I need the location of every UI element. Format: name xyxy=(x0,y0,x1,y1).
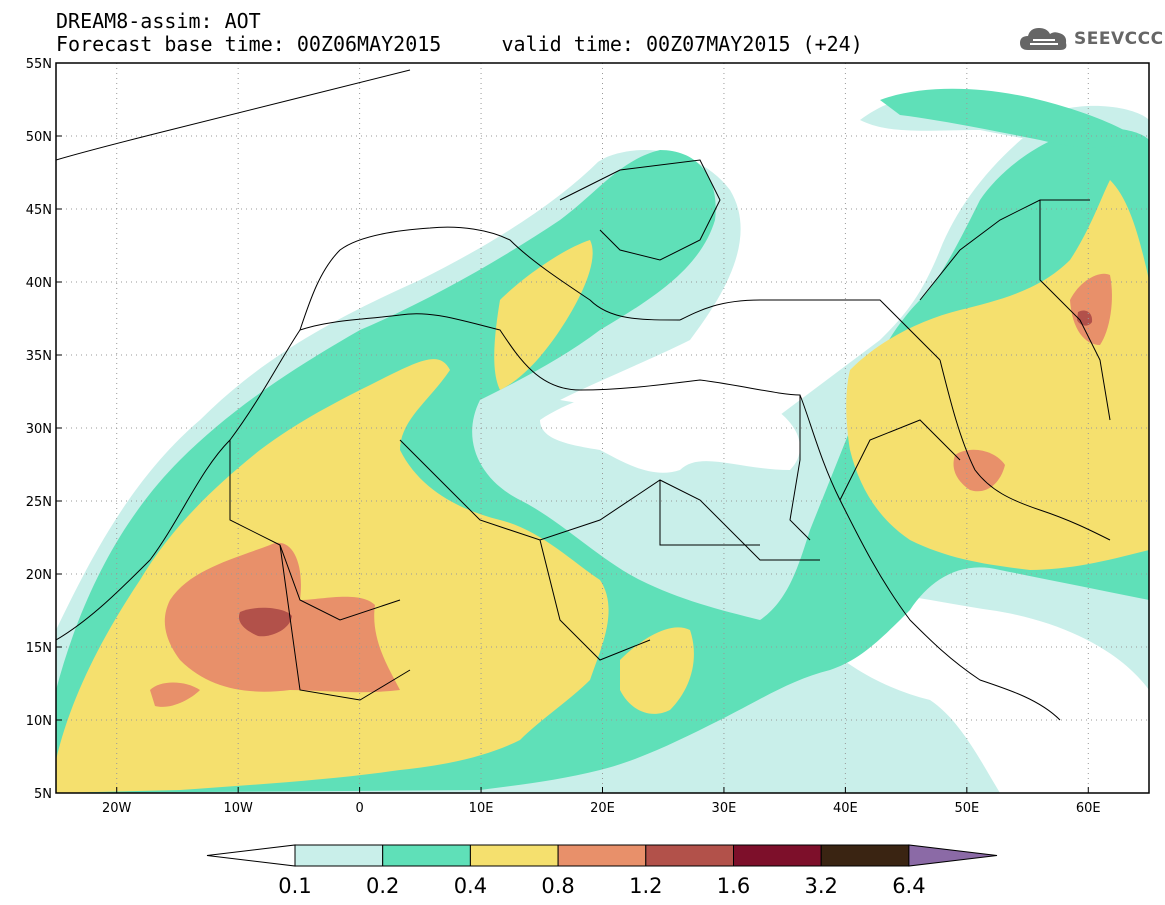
lon-label: 30E xyxy=(712,801,737,816)
colorbar-swatch-3 xyxy=(469,844,559,867)
aot-clear-africa xyxy=(540,386,800,473)
lon-label: 10W xyxy=(223,801,253,816)
colorbar-labels: 0.1 0.2 0.4 0.8 1.2 1.6 3.2 6.4 xyxy=(278,874,925,898)
colorbar-label: 1.6 xyxy=(717,874,750,898)
aot-band-0-8-senegal xyxy=(150,682,200,707)
lat-label: 10N xyxy=(26,714,52,729)
lon-label: 50E xyxy=(954,801,979,816)
lat-label: 40N xyxy=(26,276,52,291)
lat-label: 15N xyxy=(26,641,52,656)
aot-clear-north xyxy=(56,63,1149,570)
aot-band-0-4-adriatic xyxy=(494,240,593,390)
aot-band-0-4-chad xyxy=(620,627,694,714)
lat-label: 50N xyxy=(26,130,52,145)
lat-label: 45N xyxy=(26,203,52,218)
aot-band-0-8-iran xyxy=(1070,273,1112,345)
lat-label: 55N xyxy=(26,57,52,72)
lat-label: 35N xyxy=(26,349,52,364)
aot-field xyxy=(56,63,1149,793)
aot-band-0-4-middleeast xyxy=(846,180,1149,570)
colorbar-label: 1.2 xyxy=(629,874,662,898)
colorbar-label: 6.4 xyxy=(892,874,925,898)
colorbar xyxy=(206,844,998,867)
colorbar-swatch-1 xyxy=(294,844,384,867)
brand-name: SEEVCCC xyxy=(1074,29,1164,49)
aot-band-0-4-sahel xyxy=(56,359,609,793)
latitude-axis: 55N 50N 45N 40N 35N 30N 25N 20N 15N 10N 5N xyxy=(26,57,62,802)
lon-label: 60E xyxy=(1076,801,1101,816)
aot-clear-eastafrica xyxy=(820,594,1149,793)
colorbar-swatch-7 xyxy=(820,844,910,867)
brand-logo: SEEVCCC xyxy=(1018,24,1164,54)
colorbar-label: 0.1 xyxy=(278,874,311,898)
colorbar-swatch-5 xyxy=(645,844,734,867)
map-title: DREAM8-assim: AOT xyxy=(56,9,261,33)
forecast-times: Forecast base time: 00Z06MAY2015 valid t… xyxy=(56,32,863,56)
aot-band-0-8-gulf xyxy=(953,449,1005,492)
coastlines xyxy=(56,69,1111,721)
lon-label: 40E xyxy=(833,801,858,816)
colorbar-label: 0.2 xyxy=(366,874,399,898)
aot-band-1-2-mali xyxy=(238,607,292,637)
gridlines xyxy=(56,63,1149,793)
lat-label: 20N xyxy=(26,568,52,583)
longitude-axis: 20W 10W 0 10E 20E 30E 40E 50E 60E xyxy=(102,787,1101,816)
colorbar-swatch-4 xyxy=(557,844,647,867)
colorbar-label: 0.8 xyxy=(541,874,574,898)
colorbar-label: 3.2 xyxy=(804,874,837,898)
lat-label: 25N xyxy=(26,495,52,510)
lon-label: 10E xyxy=(469,801,494,816)
aot-band-0-2-caspian xyxy=(880,88,1140,148)
colorbar-swatch-2 xyxy=(382,844,471,867)
lon-label: 0 xyxy=(355,801,363,816)
lat-label: 5N xyxy=(34,787,52,802)
lat-label: 30N xyxy=(26,422,52,437)
colorbar-swatch-6 xyxy=(733,844,822,867)
lon-label: 20W xyxy=(102,801,132,816)
colorbar-arrow-low xyxy=(206,844,296,867)
colorbar-label: 0.4 xyxy=(454,874,487,898)
lon-label: 20E xyxy=(590,801,615,816)
cloud-logo-icon xyxy=(1020,28,1067,50)
colorbar-arrow-high xyxy=(908,844,998,867)
